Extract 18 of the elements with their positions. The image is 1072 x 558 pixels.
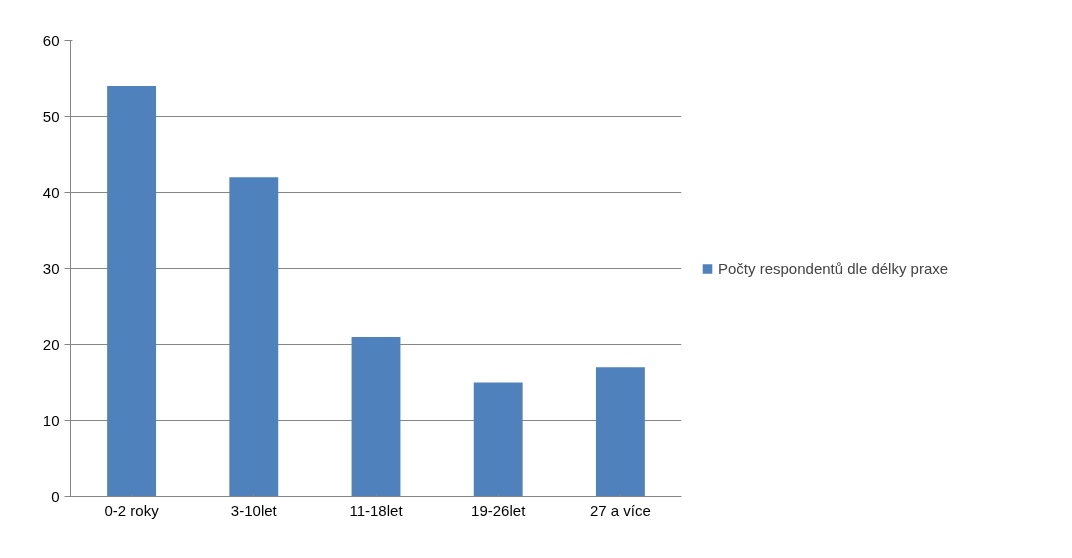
x-tick-label: 11-18let (349, 501, 404, 519)
bar (107, 86, 157, 497)
y-tick-label: 10 (42, 411, 60, 429)
x-tick-label: 27 a více (589, 501, 651, 519)
y-tick-label: 60 (42, 31, 60, 49)
y-tick-label: 50 (42, 107, 60, 125)
legend-label: Počty respondentů dle délky praxe (718, 259, 949, 277)
y-tick-label: 0 (51, 487, 60, 505)
x-tick-label: 3-10let (230, 501, 278, 519)
bar (595, 367, 645, 497)
bar (473, 382, 523, 497)
bar (351, 336, 401, 497)
bar (229, 177, 279, 497)
y-tick-label: 40 (42, 183, 60, 201)
y-tick-label: 30 (42, 259, 60, 277)
y-tick-label: 20 (42, 335, 60, 353)
x-tick-label: 0-2 roky (104, 501, 160, 519)
x-tick-label: 19-26let (471, 501, 527, 519)
